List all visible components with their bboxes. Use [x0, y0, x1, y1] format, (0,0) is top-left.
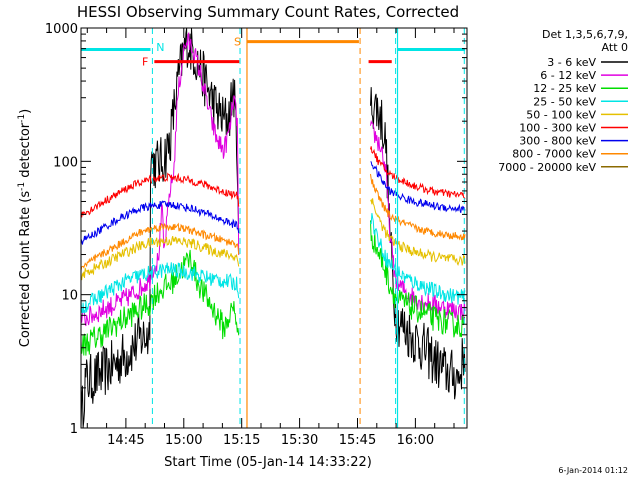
legend-label-100-300-kev: 100 - 300 keV — [519, 122, 596, 135]
legend-label-300-800-kev: 300 - 800 keV — [519, 135, 596, 148]
x-tick-label: 14:45 — [107, 433, 144, 448]
y-tick-label: 1000 — [45, 22, 78, 37]
series-line-50-100-kev-0 — [80, 235, 240, 281]
legend-label-25-50-kev: 25 - 50 keV — [533, 95, 596, 108]
legend-header-line2: Att 0 — [602, 41, 628, 54]
chart-title: HESSI Observing Summary Count Rates, Cor… — [77, 3, 459, 21]
x-tick-label: 15:30 — [281, 433, 318, 448]
legend-label-50-100-kev: 50 - 100 keV — [526, 108, 596, 121]
legend-label-6-12-kev: 6 - 12 keV — [540, 69, 596, 82]
y-tick-label: 10 — [61, 289, 78, 304]
state-bar-label-f: F — [142, 56, 148, 69]
x-tick-label: 15:15 — [223, 433, 260, 448]
x-tick-label: 15:00 — [165, 433, 202, 448]
footer-date: 6-Jan-2014 01:12 — [558, 466, 628, 475]
state-marker-label-n: N — [156, 41, 164, 54]
data-layer — [80, 27, 466, 429]
series-line-50-100-kev-1 — [370, 198, 466, 266]
series-line-100-300-kev-0 — [80, 172, 240, 218]
plot-frame — [80, 27, 468, 429]
series-line-300-800-kev-1 — [370, 161, 466, 213]
y-axis-label: Corrected Count Rate (s-1 detector-1) — [17, 109, 33, 347]
state-bar-label-s: S — [234, 36, 241, 49]
series-line-25-50-kev-0 — [80, 262, 240, 314]
y-tick-label: 1 — [70, 422, 78, 437]
legend-label-800-7000-kev: 800 - 7000 keV — [512, 148, 596, 161]
x-tick-label: 15:45 — [339, 433, 376, 448]
legend-label-12-25-kev: 12 - 25 keV — [533, 82, 596, 95]
x-tick-label: 16:00 — [397, 433, 434, 448]
x-axis-label: Start Time (05-Jan-14 14:33:22) — [164, 455, 372, 470]
series-line-6-12-kev-0 — [80, 31, 240, 327]
y-tick-label: 100 — [53, 155, 78, 170]
series-line-3-6-kev-1 — [370, 87, 466, 400]
series-line-100-300-kev-1 — [370, 146, 466, 200]
series-line-800-7000-kev-1 — [370, 173, 466, 241]
series-line-6-12-kev-1 — [370, 119, 466, 321]
legend-label-7000-20000-kev: 7000 - 20000 keV — [498, 161, 596, 174]
series-line-300-800-kev-0 — [80, 200, 240, 245]
bar-layer: NF S — [81, 28, 466, 428]
series-line-3-6-kev-0 — [80, 27, 240, 429]
legend-header-line1: Det 1,3,5,6,7,9, — [542, 28, 628, 41]
legend-label-3-6-kev: 3 - 6 keV — [547, 56, 596, 69]
series-line-25-50-kev-1 — [370, 213, 466, 305]
series-line-12-25-kev-0 — [80, 249, 240, 356]
series-line-12-25-kev-1 — [370, 220, 466, 338]
axis-layer: 1 10 100 1000 14:45 15:00 15:15 15:30 15:45 16:00 — [45, 22, 467, 448]
series-line-800-7000-kev-0 — [80, 222, 240, 271]
